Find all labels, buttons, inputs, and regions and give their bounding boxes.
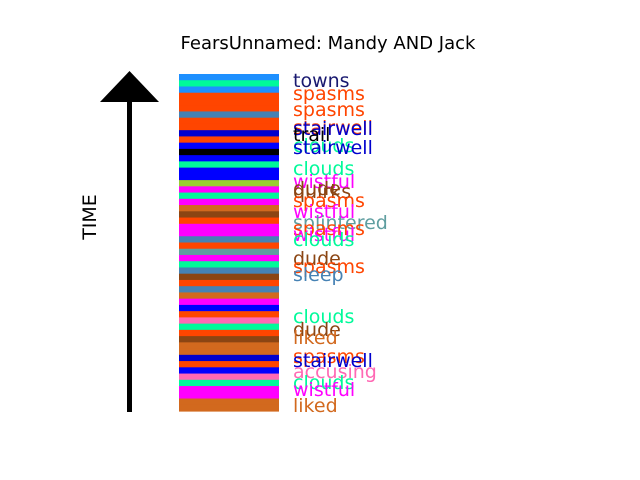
word-label: clouds <box>293 372 354 394</box>
stripe <box>179 180 279 187</box>
stripe <box>179 155 279 162</box>
stripe <box>179 254 279 262</box>
stripe <box>179 404 279 412</box>
stripe <box>179 298 279 306</box>
word-label: stairwell <box>293 118 373 140</box>
stripe <box>179 373 279 381</box>
stripe <box>179 236 279 244</box>
word-label: dude <box>293 248 341 270</box>
stripe <box>179 342 279 350</box>
word-label: clouds <box>293 135 354 157</box>
word-label: stairwell <box>293 117 373 139</box>
stripe <box>179 161 279 169</box>
stripe <box>179 142 279 150</box>
word-label: clouds <box>293 306 354 328</box>
stripe <box>179 192 279 200</box>
stripe <box>179 198 279 206</box>
word-label: spasms <box>293 346 365 368</box>
stripe <box>179 205 279 212</box>
word-label: liked <box>293 395 338 417</box>
stripe <box>179 304 279 312</box>
stripe <box>179 136 279 144</box>
stripe <box>179 386 279 393</box>
word-label: accusing <box>293 361 377 383</box>
stripe <box>179 379 279 387</box>
stripe-bar <box>179 74 279 412</box>
word-label: quirks <box>293 181 351 203</box>
stripe <box>179 130 279 138</box>
stripe <box>179 105 279 113</box>
stripe <box>179 86 279 94</box>
stripe <box>179 267 279 275</box>
stripe <box>179 98 279 106</box>
stripe <box>179 217 279 225</box>
word-label: wistful <box>293 379 355 401</box>
stripe <box>179 148 279 156</box>
word-label: spasms <box>293 190 365 212</box>
word-label: stairwell <box>293 137 373 159</box>
word-label: clouds <box>293 158 354 180</box>
y-axis-label: TIME <box>79 194 101 241</box>
word-label: sleep <box>293 264 344 286</box>
stripe <box>179 273 279 281</box>
stripe <box>179 354 279 362</box>
stripe <box>179 223 279 231</box>
chart-title: FearsUnnamed: Mandy AND Jack <box>181 33 476 54</box>
stripe <box>179 123 279 131</box>
stripe <box>179 173 279 181</box>
word-label: spasms <box>293 83 365 105</box>
stripe <box>179 348 279 356</box>
stripe <box>179 167 279 175</box>
stripe <box>179 186 279 194</box>
stripe <box>179 292 279 300</box>
stripe <box>179 261 279 269</box>
stripe <box>179 230 279 237</box>
word-label: splintered <box>293 212 388 234</box>
word-label: trail <box>293 124 330 146</box>
stripe <box>179 80 279 88</box>
word-label: wistful <box>293 171 355 193</box>
stripe <box>179 367 279 375</box>
word-labels: townsspasmsspasmsstairwellstairwelltrail… <box>293 70 388 417</box>
word-label: clouds <box>293 229 354 251</box>
stripe <box>179 248 279 256</box>
stripe <box>179 111 279 119</box>
word-label: wistful <box>293 201 355 223</box>
word-label: towns <box>293 70 350 92</box>
stripe <box>179 286 279 294</box>
stripe <box>179 117 279 125</box>
stripe <box>179 398 279 406</box>
stripe <box>179 317 279 325</box>
stripe <box>179 323 279 331</box>
stripe <box>179 92 279 100</box>
word-label: dude <box>293 178 341 200</box>
word-label: liked <box>293 327 338 349</box>
stripe <box>179 242 279 250</box>
word-label: spasms <box>293 99 365 121</box>
word-label: stairwell <box>293 350 373 372</box>
time-axis <box>100 71 159 412</box>
word-label: wistful <box>293 224 355 246</box>
stripe <box>179 279 279 287</box>
word-label: spasms <box>293 218 365 240</box>
stripe <box>179 74 279 81</box>
stripe <box>179 336 279 343</box>
stripe <box>179 211 279 219</box>
stripe <box>179 361 279 368</box>
word-label: spasms <box>293 256 365 278</box>
stripe <box>179 392 279 400</box>
word-label: dude <box>293 319 341 341</box>
time-axis-arrowhead <box>100 71 159 102</box>
stripe <box>179 311 279 318</box>
stripe <box>179 329 279 337</box>
